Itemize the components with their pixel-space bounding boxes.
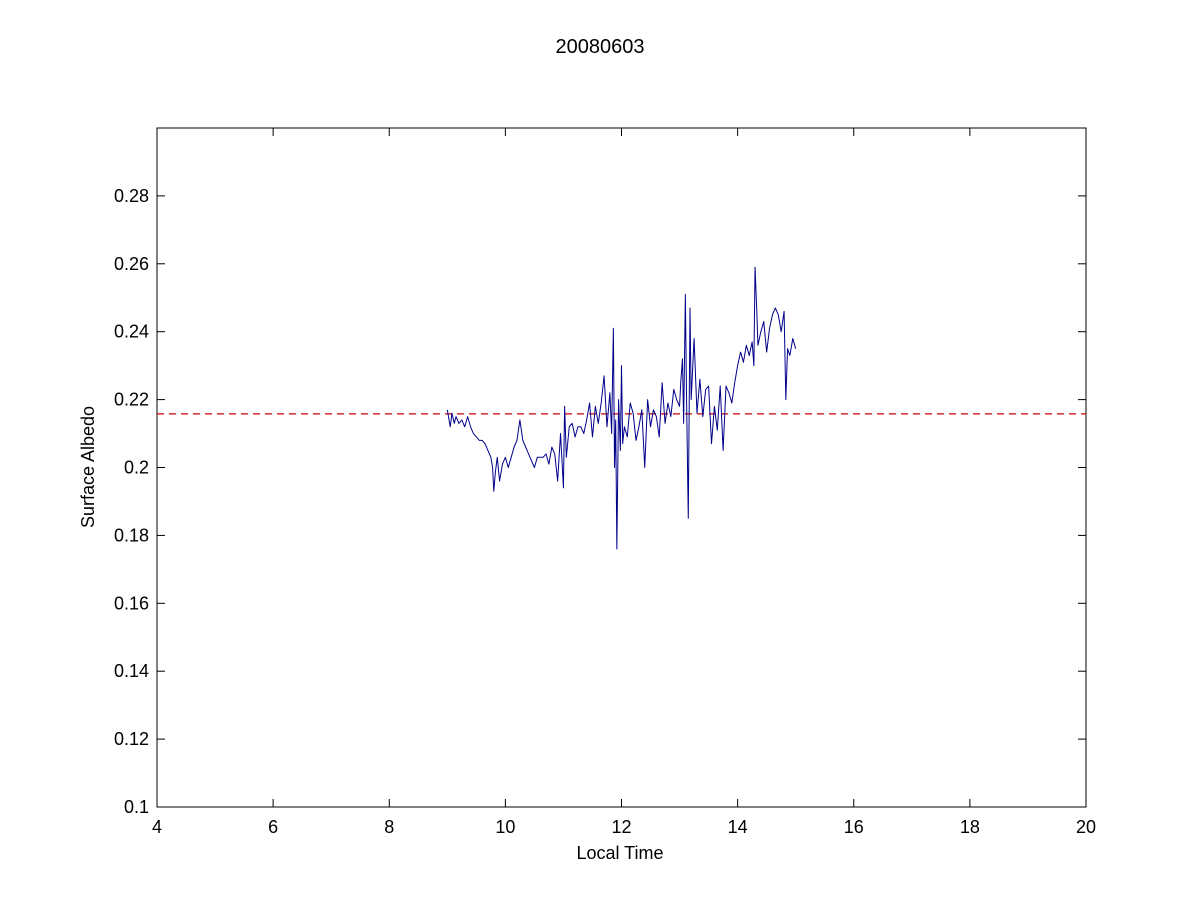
x-tick-label: 6 [268,817,278,837]
y-tick-label: 0.22 [114,390,149,410]
y-tick-label: 0.28 [114,186,149,206]
x-axis-ticks: 4 6 8 10 12 14 16 18 20 [152,128,1096,837]
x-tick-label: 12 [611,817,631,837]
y-axis-ticks: 0.1 0.12 0.14 0.16 0.18 0.2 0.22 0.24 0.26 0.28 [114,186,1086,817]
axes-frame [156,127,1087,808]
y-tick-label: 0.12 [114,729,149,749]
y-axis-label: Surface Albedo [78,406,98,528]
x-tick-label: 18 [960,817,980,837]
x-tick-label: 14 [728,817,748,837]
y-tick-label: 0.24 [114,322,149,342]
plot-area: 4 6 8 10 12 14 16 18 20 0.10.120.140.160.180.20.… [114,127,1096,837]
y-tick-label: 0.2 [124,458,149,478]
y-tick-label: 0.18 [114,525,149,545]
y-tick-label: 0.1 [124,797,149,817]
series-group [446,266,797,550]
x-axis-label: Local Time [576,843,663,863]
y-tick-label: 0.26 [114,254,149,274]
albedo-series-line [446,266,797,550]
x-tick-label: 16 [844,817,864,837]
chart-title: 20080603 [556,36,645,58]
x-tick-label: 10 [495,817,515,837]
x-tick-label: 4 [152,817,162,837]
x-tick-label: 8 [384,817,394,837]
y-tick-label: 0.14 [114,661,149,681]
y-tick-label: 0.16 [114,593,149,613]
x-tick-label: 20 [1076,817,1096,837]
